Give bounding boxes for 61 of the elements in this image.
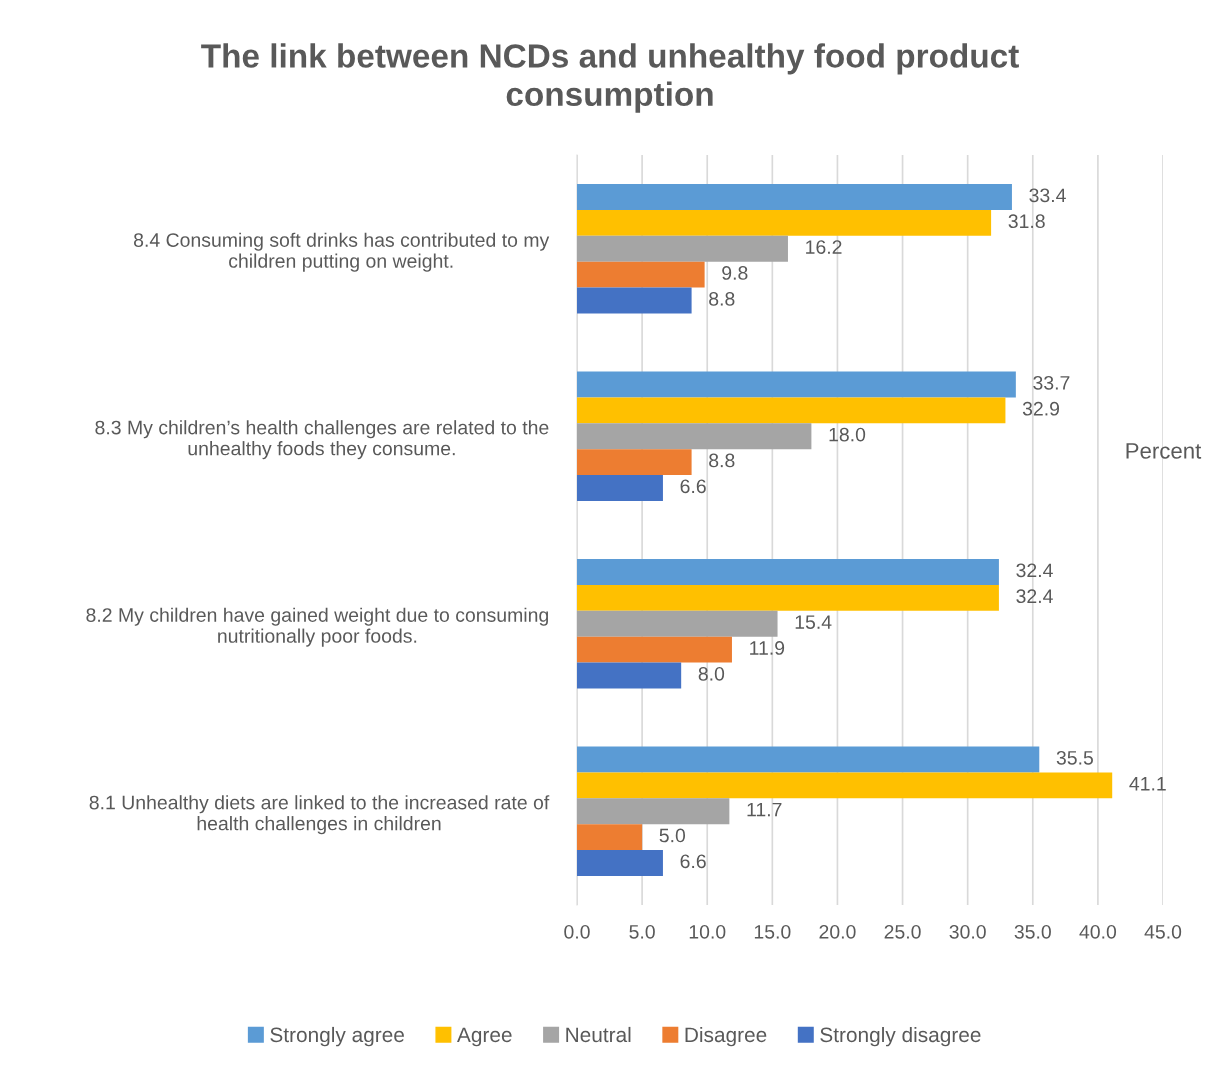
legend-label: Strongly disagree: [820, 1026, 981, 1047]
bar: [577, 287, 692, 314]
data-label: 33.4: [1029, 188, 1066, 203]
chart-title: The link between NCDs and unhealthy food product consumption: [201, 43, 1019, 113]
data-label: 16.2: [806, 240, 842, 254]
legend-label: Strongly agree: [270, 1026, 404, 1047]
x-tick-label: 0.0: [564, 924, 590, 939]
data-label: 18.0: [829, 427, 866, 442]
data-label: 11.7: [747, 802, 782, 817]
data-label: 6.6: [680, 479, 706, 494]
bar: [577, 235, 788, 262]
bar: [577, 423, 812, 450]
x-tick-label: 15.0: [754, 924, 791, 939]
y-tick-label: 8.2 My children have gained weight due to consuming nutritionally poor foods.: [86, 607, 548, 647]
x-tick-label: 30.0: [949, 924, 986, 939]
data-label: 8.0: [698, 666, 725, 681]
bar: [577, 746, 1040, 773]
bar: [577, 772, 1113, 799]
data-label: 5.0: [659, 828, 686, 843]
legend-label: Disagree: [685, 1026, 767, 1047]
data-label: 32.4: [1016, 589, 1053, 604]
y-tick-label: 8.3 My children’s health challenges are related to the unhealthy foods they consume.: [95, 420, 549, 460]
bar: [577, 850, 663, 876]
data-label: 8.8: [709, 453, 735, 468]
data-label: 41.1: [1129, 777, 1166, 791]
legend-label: Neutral: [566, 1026, 631, 1043]
data-label: 32.9: [1022, 401, 1060, 416]
data-label: 35.5: [1056, 750, 1093, 765]
x-tick-label: 35.0: [1014, 924, 1051, 939]
bar: [577, 559, 999, 585]
bar: [577, 584, 999, 611]
bar: [577, 209, 992, 236]
y-tick-label: 8.1 Unhealthy diets are linked to the increased rate of health challenges in children: [89, 795, 550, 835]
data-label: 31.8: [1008, 214, 1045, 229]
legend-label: Agree: [457, 1027, 512, 1047]
bar: [577, 261, 705, 288]
x-tick-label: 20.0: [819, 924, 856, 939]
x-axis-title: Percent: [1126, 443, 1202, 459]
bar: [577, 184, 1012, 210]
bar: [577, 798, 730, 825]
bar: [577, 824, 643, 851]
x-tick-label: 45.0: [1144, 924, 1182, 939]
x-tick-label: 5.0: [629, 924, 655, 939]
data-label: 32.4: [1016, 563, 1053, 578]
x-tick-label: 25.0: [884, 924, 921, 939]
bar: [577, 662, 682, 689]
x-tick-label: 10.0: [689, 924, 726, 939]
bar: [577, 475, 663, 501]
bar: [577, 371, 1016, 398]
bar: [577, 610, 778, 637]
data-label: 15.4: [795, 615, 832, 629]
data-label: 11.9: [750, 641, 785, 655]
bar: [577, 397, 1006, 424]
data-label: 6.6: [680, 854, 706, 869]
data-label: 9.8: [722, 266, 748, 280]
y-tick-label: 8.4 Consuming soft drinks has contributed to my children putting on weight.: [134, 232, 550, 272]
data-label: 33.7: [1033, 375, 1070, 390]
data-label: 8.8: [709, 291, 735, 306]
bar: [577, 449, 692, 476]
x-tick-label: 40.0: [1079, 924, 1117, 939]
bar: [577, 636, 732, 663]
